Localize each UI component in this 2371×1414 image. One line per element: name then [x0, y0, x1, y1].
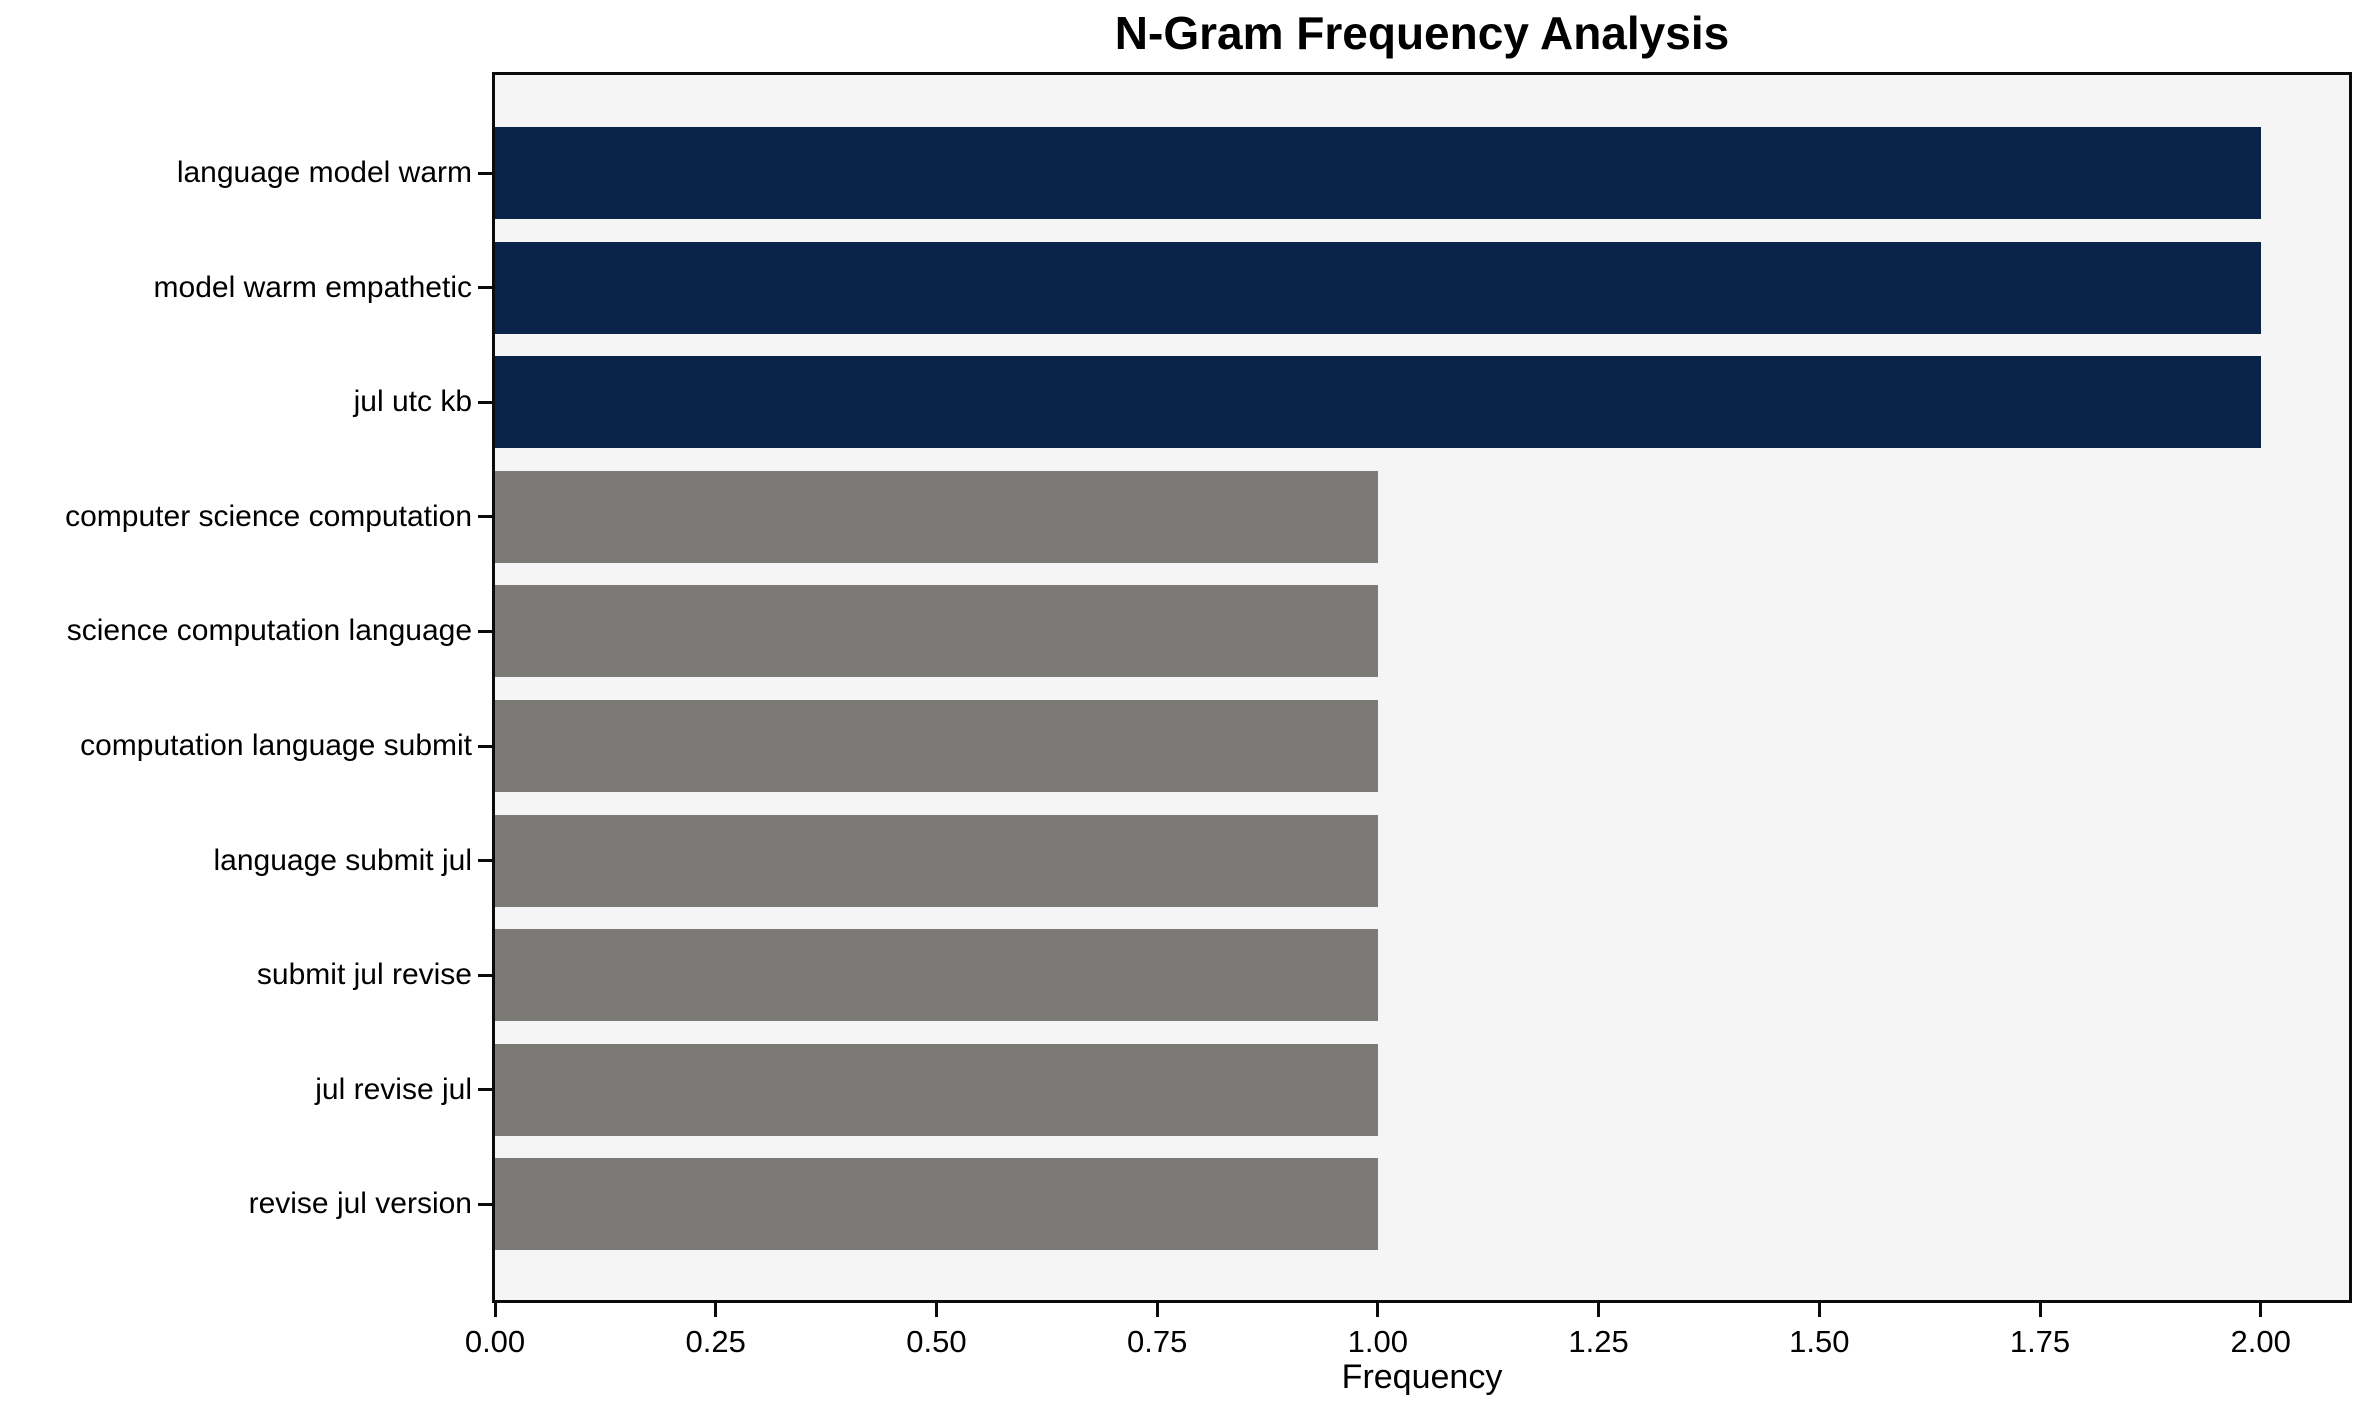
y-tick-label: model warm empathetic	[153, 270, 472, 304]
bar	[495, 127, 2261, 219]
bar	[495, 241, 2261, 334]
y-tick-label: jul revise jul	[315, 1072, 472, 1106]
y-tick-label: computation language submit	[80, 729, 472, 762]
y-tick-label: computer science computation	[65, 499, 472, 533]
x-tick-mark	[2038, 1303, 2042, 1317]
bar	[495, 1043, 1378, 1136]
bar	[495, 700, 1378, 792]
plot-area	[492, 72, 2352, 1303]
x-tick-label: 0.25	[685, 1324, 746, 1359]
y-tick-label: science computation language	[66, 614, 472, 648]
x-tick-mark	[2259, 1303, 2263, 1317]
y-tick-mark	[478, 973, 492, 977]
x-tick-label: 1.75	[2009, 1324, 2071, 1359]
y-tick-label: jul utc kb	[353, 385, 472, 419]
bar	[495, 929, 1378, 1022]
x-tick-label: 0.00	[464, 1324, 526, 1359]
y-tick-label: submit jul revise	[256, 958, 472, 992]
x-axis-label: Frequency	[1341, 1358, 1503, 1396]
x-tick-mark	[1376, 1303, 1380, 1317]
x-tick-mark	[1597, 1303, 1601, 1317]
y-tick-label: revise jul version	[248, 1187, 472, 1221]
y-tick-mark	[478, 1088, 492, 1092]
bar	[495, 814, 1378, 907]
x-tick-mark	[493, 1303, 497, 1317]
x-tick-label: 0.50	[906, 1324, 967, 1359]
y-tick-mark	[478, 515, 492, 519]
y-tick-mark	[478, 286, 492, 290]
y-tick-mark	[478, 1202, 492, 1206]
x-tick-mark	[1817, 1303, 1821, 1317]
y-tick-mark	[478, 859, 492, 863]
x-tick-label: 0.75	[1126, 1324, 1188, 1359]
x-tick-mark	[714, 1303, 718, 1317]
x-tick-mark	[1155, 1303, 1159, 1317]
y-tick-mark	[478, 629, 492, 633]
y-tick-mark	[478, 744, 492, 748]
x-tick-label: 2.00	[2230, 1324, 2291, 1359]
bar	[495, 356, 2261, 449]
x-tick-label: 1.25	[1568, 1324, 1629, 1359]
y-tick-label: language model warm	[176, 156, 472, 189]
y-tick-label: language submit jul	[213, 843, 472, 877]
x-tick-label: 1.50	[1789, 1324, 1850, 1359]
x-tick-label: 1.00	[1347, 1324, 1409, 1359]
chart-title: N-Gram Frequency Analysis	[1114, 7, 1730, 59]
bar	[495, 1158, 1378, 1251]
y-tick-mark	[478, 171, 492, 175]
bar	[495, 585, 1378, 678]
x-tick-mark	[934, 1303, 938, 1317]
bar	[495, 470, 1378, 563]
y-tick-mark	[478, 400, 492, 404]
